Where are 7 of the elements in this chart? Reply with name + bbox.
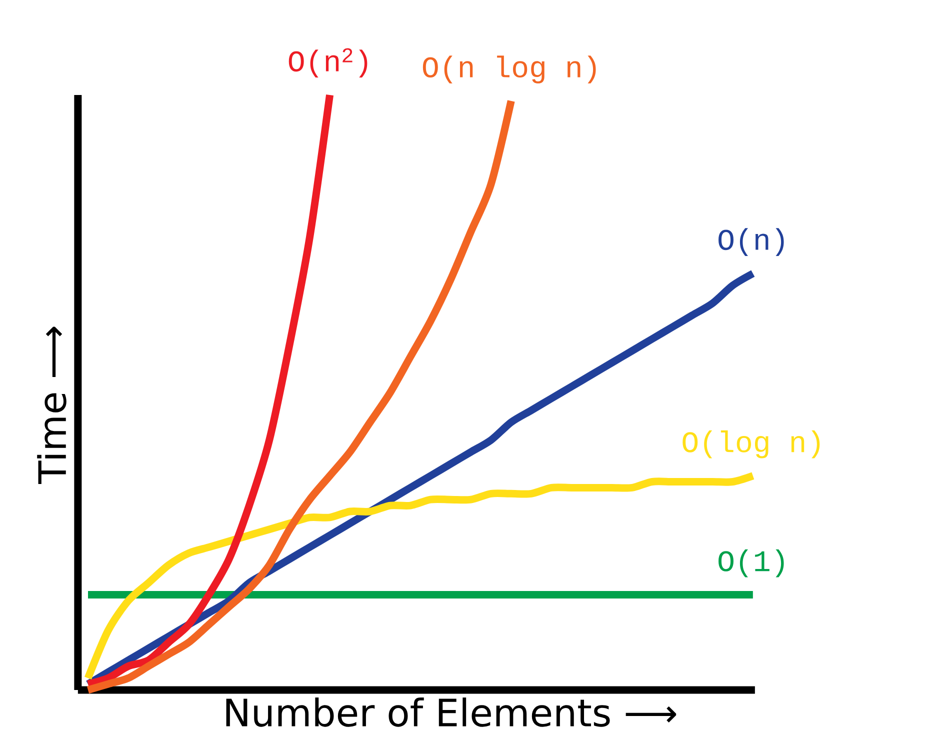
x-axis-title: Number of Elements ⟶ [226, 698, 676, 727]
series-label: O(log n) [682, 430, 820, 458]
series-label: O(n log n) [422, 56, 596, 84]
series-label: O(n$^{2}$) [288, 48, 368, 78]
y-axis-title: Time ⟶ [37, 326, 66, 484]
series-label: O(1) [718, 549, 784, 578]
series-label: O(n) [718, 228, 784, 256]
